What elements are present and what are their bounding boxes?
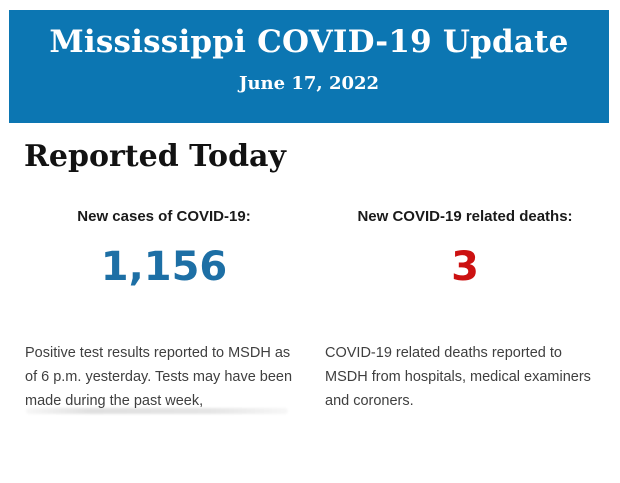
page-title: Mississippi COVID-19 Update [49, 24, 569, 60]
new-cases-column: New cases of COVID-19: 1,156 Positive te… [25, 208, 303, 438]
header-banner: Mississippi COVID-19 Update June 17, 202… [9, 10, 609, 123]
section-heading: Reported Today [24, 139, 286, 174]
new-deaths-column: New COVID-19 related deaths: 3 COVID-19 … [325, 208, 605, 438]
faded-text-remnant [26, 408, 288, 414]
new-cases-description: Positive test results reported to MSDH a… [25, 345, 293, 409]
new-cases-label: New cases of COVID-19: [77, 208, 251, 225]
new-deaths-description: COVID-19 related deaths reported to MSDH… [325, 345, 591, 409]
new-cases-value: 1,156 [100, 244, 228, 290]
new-deaths-label: New COVID-19 related deaths: [357, 208, 573, 225]
new-deaths-value: 3 [451, 244, 479, 290]
report-date: June 17, 2022 [238, 73, 380, 94]
